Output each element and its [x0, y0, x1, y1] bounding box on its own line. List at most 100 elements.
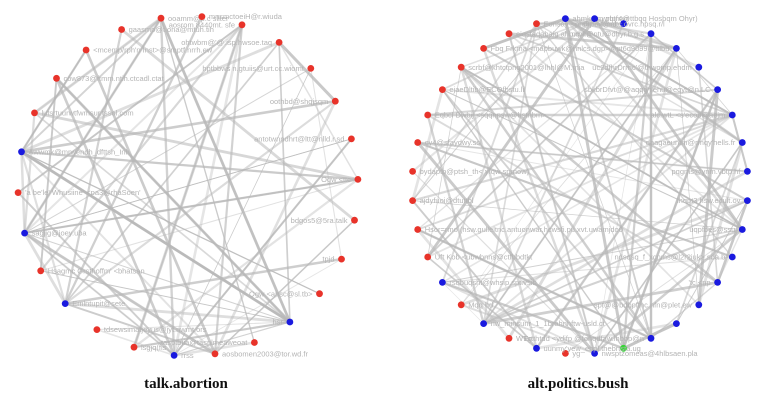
graph-node: cy4@sfaydwy.ssl [414, 138, 482, 147]
graph-node: hptbbws n.gtuiis@urt.cc.wiomt [202, 64, 315, 73]
node-label: nw_minsunr_1_1brahnhftw-usld.ct [491, 319, 606, 328]
node-dot [316, 290, 323, 298]
graph-node: Ogw <ahsc@sl.tb> [249, 289, 323, 298]
node-dot [480, 320, 487, 327]
graph-node: yg [562, 349, 580, 358]
graph-node: alc.wtL <s'ecob@aejm [650, 111, 736, 120]
edge [33, 112, 291, 323]
graph-node: tdsewsimatjeyus@jyt.nwmt.ors [93, 325, 207, 334]
edge [482, 47, 749, 202]
graph-node: lsgjq(fis [130, 343, 167, 352]
node-dot [14, 189, 22, 197]
edge [20, 150, 26, 235]
node-dot [647, 334, 655, 342]
graph-node: ejaeDltib@ECOfbstu.lil [439, 85, 526, 94]
graph-node: lhqpt3 hsw.ecult.ov [677, 196, 751, 205]
node-label: Ertthtdd <ydjfp @fonqdfaw.lhbbp@n [523, 334, 644, 343]
node-label: Ogw <ttc [321, 175, 351, 184]
node-dot [53, 74, 60, 82]
edge [63, 257, 343, 305]
edge [426, 88, 719, 116]
edge [39, 23, 244, 272]
edge [23, 111, 36, 235]
edge [441, 22, 538, 284]
node-dot [414, 226, 422, 233]
edge [459, 65, 653, 340]
graph-node: rrss [170, 351, 194, 360]
edge [132, 320, 291, 349]
node-label: yg [572, 349, 580, 358]
node-dot [505, 30, 513, 38]
edge [535, 23, 743, 144]
graph-node: aosrom 8440mt. sfe [169, 20, 246, 29]
edge [96, 321, 291, 331]
edge [563, 17, 625, 350]
edge [676, 48, 733, 116]
edges [411, 17, 749, 355]
edge [55, 76, 292, 324]
edge [460, 17, 596, 68]
node-dot [424, 111, 432, 119]
graph-node: Emlntupit@sete [61, 299, 125, 308]
graph-node: scrbf@khtctpng2001@lhhl@M.mia [457, 63, 585, 72]
edge [675, 200, 748, 325]
node-label: ndsqsq_f_xcnms@l2r2iuk>.sda.b [614, 253, 725, 262]
node-label: sbkbrDfvt@@aqqtyt'ehu@eqyt@n.LC [584, 85, 711, 94]
edge [277, 40, 337, 103]
edge [63, 302, 292, 324]
graph-node: Ogw <ttc [321, 175, 362, 184]
node-label: @p8vbmd [582, 19, 616, 28]
edge [426, 114, 734, 258]
node-dot [480, 45, 487, 52]
graph-node: <mcemp/rph'n Inst>@smptf.nrrh.ew [82, 46, 213, 55]
edge [416, 114, 734, 231]
node-dot [439, 279, 446, 286]
node-dot [562, 350, 569, 357]
node-dot [130, 343, 138, 351]
graph-node: ohtwbm@'@.isp.hwsoe.taq [181, 38, 283, 47]
edge [412, 18, 566, 202]
edge [507, 46, 678, 340]
node-dot [211, 350, 219, 358]
node-label: alc.wtL <s'ecob@aejm [650, 111, 725, 120]
graph-node: @p8vbmd [582, 19, 627, 28]
edge [20, 150, 292, 324]
graph-node: Eqbcl Dwbij <sqqnpsw@hstnbm> [424, 111, 547, 120]
node-label: mnsmctoeiH@r.wiuda [209, 12, 283, 21]
edge [214, 219, 356, 355]
node-dot [354, 176, 362, 183]
edge [460, 47, 677, 306]
node-dot [307, 65, 315, 72]
edge [33, 111, 360, 181]
panel-caption: talk.abortion [144, 376, 228, 392]
graph-node: Hsor=rmo (hsw.gulleltnc.antuonwar.hcwsfi… [414, 225, 623, 234]
edge [563, 17, 744, 144]
node-dot [286, 318, 294, 326]
graph-node: 'a be'le' Whusiine' <pa3@rhaSoen' [14, 188, 141, 197]
graph-node: tpjd [322, 255, 345, 264]
node-label: lutsrtuurwtfwmsur.tssol.com [42, 109, 134, 118]
graph-node: ahmk.pm ptpfsyn [562, 14, 630, 23]
node-label: ohtwbm@'@.isp.hwsoe.taq [181, 38, 272, 47]
node-label: bdgos5@5ra.talk [291, 216, 348, 225]
node-dot [31, 109, 38, 117]
edge [133, 24, 243, 348]
node-dot [505, 334, 513, 342]
node-dot [695, 63, 703, 71]
node-label: uc2dfhrDrrnc'@thwomp.ehdm [592, 63, 692, 72]
edge [482, 47, 678, 325]
graph-node: tasptbtia@tasplmeaweoat [161, 338, 258, 347]
node-label: wrbtr4@ttbqq Hosbqm Ohyr) [601, 14, 698, 23]
node-dot [118, 26, 125, 33]
edge [426, 256, 538, 350]
edge [482, 22, 625, 325]
node-label: tdsewsimatjeyus@jyt.nwmt.ors [104, 325, 207, 334]
edge [24, 232, 175, 356]
edge [460, 66, 700, 306]
node-label: gaasmo@t ona@mtuh.tih [129, 25, 214, 34]
node-label: rsqbuqsht@whsip.spt.vsib [449, 278, 536, 287]
node-label: oothbd@shqjsqm [270, 97, 328, 106]
node-dot [18, 148, 25, 156]
edge [173, 258, 342, 356]
